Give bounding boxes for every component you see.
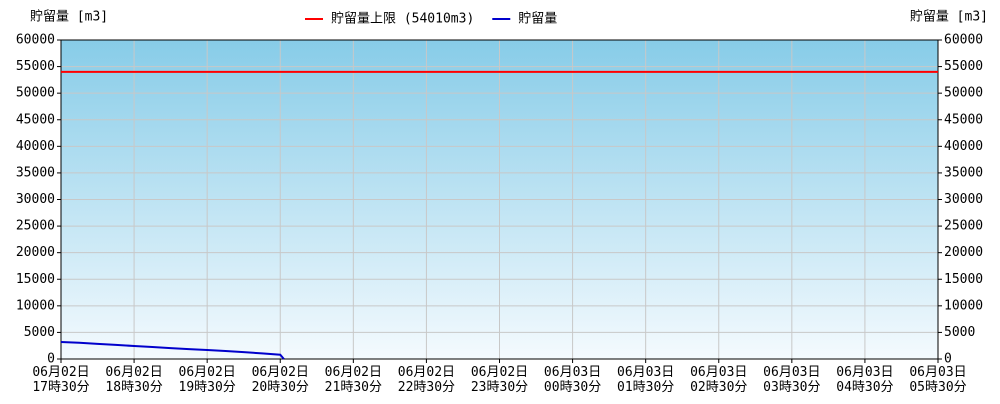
y-tick-label: 0: [47, 352, 55, 367]
x-tick-label-line: 20時30分: [252, 380, 309, 395]
x-tick-label-line: 06月02日: [325, 365, 382, 380]
y-tick-label: 25000: [16, 219, 55, 234]
x-tick-label-line: 06月03日: [690, 365, 747, 380]
x-tick-label: 06月03日 04時30分: [836, 365, 893, 395]
x-tick-label-line: 06月02日: [32, 365, 89, 380]
y2-tick-label: 25000: [944, 219, 983, 234]
y2-tick-label: 50000: [944, 86, 983, 101]
legend-label: 貯留量上限 (54010m3): [331, 12, 474, 27]
x-tick-label-line: 06月02日: [105, 365, 162, 380]
y-tick-label: 10000: [16, 298, 55, 313]
x-tick-label-line: 06月03日: [836, 365, 893, 380]
x-tick-label-line: 06月02日: [398, 365, 455, 380]
x-tick-label: 06月02日 17時30分: [32, 365, 89, 395]
y2-tick-label: 5000: [944, 325, 975, 340]
x-tick-label: 06月02日 22時30分: [398, 365, 455, 395]
x-tick-label-line: 06月02日: [179, 365, 236, 380]
x-tick-label: 06月02日 21時30分: [325, 365, 382, 395]
x-tick-label-line: 04時30分: [836, 380, 893, 395]
y-tick-label: 40000: [16, 139, 55, 154]
y2-axis-label: 貯留量 [m3]: [910, 10, 988, 25]
x-tick-label-line: 03時30分: [763, 380, 820, 395]
x-tick-label-line: 23時30分: [471, 380, 528, 395]
x-tick-label: 06月02日 23時30分: [471, 365, 528, 395]
y-tick-label: 55000: [16, 59, 55, 74]
x-tick-label: 06月03日 05時30分: [909, 365, 966, 395]
x-tick-label: 06月02日 18時30分: [105, 365, 162, 395]
y-tick-label: 45000: [16, 112, 55, 127]
y2-tick-label: 15000: [944, 272, 983, 287]
y2-tick-label: 0: [944, 352, 952, 367]
x-tick-label-line: 21時30分: [325, 380, 382, 395]
y2-tick-label: 35000: [944, 165, 983, 180]
x-tick-label: 06月02日 19時30分: [179, 365, 236, 395]
plot-frame: [60, 39, 939, 360]
x-tick-label-line: 22時30分: [398, 380, 455, 395]
y-tick-label: 30000: [16, 192, 55, 207]
y-tick-label: 20000: [16, 245, 55, 260]
x-tick-label-line: 00時30分: [544, 380, 601, 395]
x-tick-label: 06月03日 01時30分: [617, 365, 674, 395]
x-tick-label: 06月03日 00時30分: [544, 365, 601, 395]
x-tick-label-line: 19時30分: [179, 380, 236, 395]
data-line: [60, 340, 285, 360]
x-tick-label-line: 01時30分: [617, 380, 674, 395]
legend-label: 貯留量: [518, 12, 557, 27]
y2-tick-label: 10000: [944, 298, 983, 313]
x-tick-label-line: 06月03日: [617, 365, 674, 380]
y2-tick-label: 55000: [944, 59, 983, 74]
y2-tick-label: 60000: [944, 33, 983, 48]
y2-tick-label: 45000: [944, 112, 983, 127]
x-tick-label-line: 05時30分: [909, 380, 966, 395]
x-tick-label-line: 06月03日: [909, 365, 966, 380]
x-tick-label: 06月03日 03時30分: [763, 365, 820, 395]
y2-tick-label: 20000: [944, 245, 983, 260]
x-tick-label-line: 06月02日: [252, 365, 309, 380]
y-tick-label: 5000: [24, 325, 55, 340]
x-tick-label-line: 17時30分: [32, 380, 89, 395]
x-tick-label-line: 02時30分: [690, 380, 747, 395]
x-tick-label-line: 06月03日: [763, 365, 820, 380]
x-tick-label-line: 06月02日: [471, 365, 528, 380]
x-tick-label: 06月02日 20時30分: [252, 365, 309, 395]
x-tick-label: 06月03日 02時30分: [690, 365, 747, 395]
x-tick-label-line: 06月03日: [544, 365, 601, 380]
y2-tick-label: 30000: [944, 192, 983, 207]
y-axis-label: 貯留量 [m3]: [30, 10, 108, 25]
y2-tick-label: 40000: [944, 139, 983, 154]
y-tick-label: 50000: [16, 86, 55, 101]
x-tick-label-line: 18時30分: [105, 380, 162, 395]
y-tick-label: 35000: [16, 165, 55, 180]
y-tick-label: 15000: [16, 272, 55, 287]
y-tick-label: 60000: [16, 33, 55, 48]
